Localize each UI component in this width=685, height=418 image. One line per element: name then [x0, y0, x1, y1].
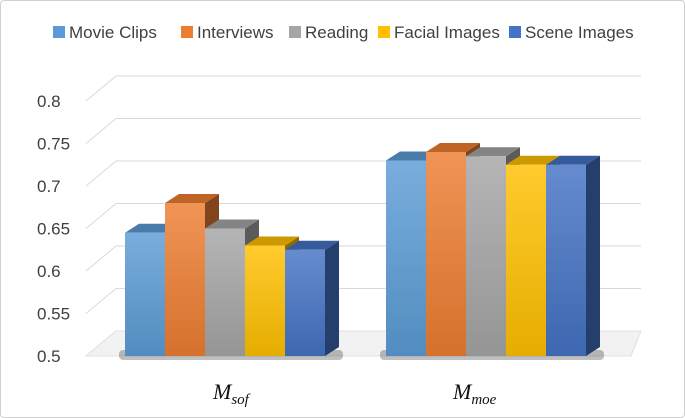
legend-label: Movie Clips	[69, 23, 157, 42]
bars	[119, 143, 604, 360]
gridline-depth	[85, 118, 117, 144]
legend-swatch	[181, 26, 193, 38]
y-tick-label: 0.75	[37, 135, 70, 154]
y-tick-label: 0.5	[37, 347, 61, 366]
legend-swatch	[53, 26, 65, 38]
legend-swatch	[509, 26, 521, 38]
gridline-depth	[85, 288, 117, 314]
legend-label: Facial Images	[394, 23, 500, 42]
x-category-label: Mmoe	[452, 379, 497, 408]
x-axis: Msof Mmoe	[212, 379, 497, 408]
y-tick-label: 0.6	[37, 262, 61, 281]
gridline-depth	[85, 75, 117, 102]
bar	[546, 155, 600, 356]
y-axis: 0.5 0.55 0.6 0.65 0.7 0.75 0.8	[37, 92, 70, 366]
legend-swatch	[378, 26, 390, 38]
legend: Movie Clips Interviews Reading Facial Image…	[53, 23, 634, 42]
gridline-depth	[85, 160, 117, 187]
bar	[285, 240, 339, 356]
gridline-depth	[85, 203, 117, 229]
y-tick-label: 0.55	[37, 305, 70, 324]
legend-swatch	[289, 26, 301, 38]
legend-label: Reading	[305, 23, 368, 42]
legend-label: Interviews	[197, 23, 274, 42]
x-category-label: Msof	[212, 379, 251, 408]
gridline-depth	[85, 245, 117, 272]
y-tick-label: 0.65	[37, 220, 70, 239]
y-tick-label: 0.7	[37, 177, 61, 196]
legend-label: Scene Images	[525, 23, 634, 42]
y-tick-label: 0.8	[37, 92, 61, 111]
